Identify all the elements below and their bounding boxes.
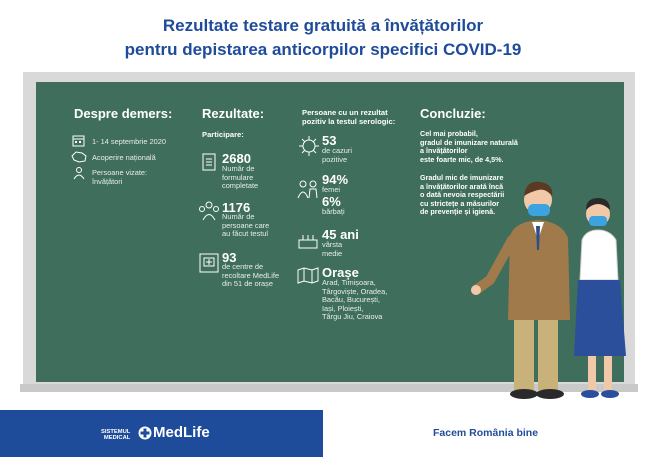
age-desc-line1: vârsta: [322, 240, 343, 249]
board-ledge: [20, 384, 638, 392]
title-line-1: Rezultate testare gratuită a învățătoril…: [162, 16, 484, 35]
women-percent: 94%: [322, 172, 349, 187]
footer-brand-area: SISTEMUL MEDICAL MedLife: [0, 410, 323, 457]
centers-desc-line1: de centre de: [222, 262, 264, 271]
centers-desc: de centre de recoltare MedLife din 51 de…: [222, 262, 280, 289]
conclusion-p1-line3: a învățătorilor: [420, 146, 468, 156]
medlife-cross-icon: [138, 426, 152, 440]
romania-map-icon: [71, 151, 87, 163]
centers-desc-line3: din 51 de orașe: [222, 279, 273, 289]
forms-desc: Număr de formulare completate: [222, 164, 259, 191]
positive-heading: Persoane cu un rezultat pozitiv la testu…: [302, 108, 395, 126]
conclusion-heading: Concluzie:: [420, 106, 486, 121]
conclusion-p2-line1: Gradul mic de imunizare: [420, 173, 504, 182]
conclusion-p2-line3: o dată nevoia respectării: [420, 190, 505, 200]
form-icon: [202, 153, 216, 171]
cities-line1: Arad, Timișoara,: [322, 278, 376, 287]
forms-desc-line2: formulare: [222, 172, 254, 182]
women-label: femei: [322, 185, 341, 194]
calendar-icon: [72, 135, 85, 147]
conclusion-paragraph-2: Gradul mic de imunizare a învățătorilor …: [420, 173, 505, 217]
participation-label: Participare:: [202, 130, 244, 139]
men-label: bărbați: [322, 207, 345, 216]
cases-desc: de cazuri pozitive: [322, 146, 352, 164]
conclusion-p2-line4: cu strictețe a măsurilor: [420, 198, 500, 208]
persons-target-line2: învățători: [92, 176, 123, 186]
brand-small-line2: MEDICAL: [103, 435, 131, 441]
positive-heading-line1: Persoane cu un rezultat: [302, 108, 388, 117]
age-desc-line2: medie: [322, 248, 343, 258]
gender-icon: [297, 180, 318, 199]
cities-list: Arad, Timișoara, Târgoviște, Oradea, Bac…: [322, 278, 388, 322]
conclusion-p1-line4: este foarte mic, de 4,5%.: [420, 154, 504, 164]
tested-desc-line3: au făcut testul: [222, 229, 269, 239]
cake-icon: [298, 235, 318, 249]
footer: SISTEMUL MEDICAL MedLife Facem România b…: [0, 410, 646, 457]
map-icon: [297, 267, 319, 284]
about-heading: Despre demers:: [74, 106, 173, 121]
cities-line2: Târgoviște, Oradea,: [322, 286, 388, 296]
tested-count: 1176: [222, 200, 251, 215]
teachers-illustration: [471, 181, 626, 399]
conclusion-p1-line1: Cel mai probabil,: [420, 129, 478, 138]
brand-small-line1: SISTEMUL: [101, 429, 131, 435]
page-title: Rezultate testare gratuită a învățătoril…: [0, 14, 646, 62]
forms-desc-line1: Număr de: [222, 164, 255, 173]
centers-count: 93: [222, 250, 237, 265]
cities-line4: Iași, Ploiești,: [322, 303, 364, 313]
cities-line3: Bacău, București,: [322, 295, 380, 305]
cases-count: 53: [322, 133, 337, 148]
person-icon: [73, 167, 85, 180]
slogan-text: Facem România bine: [433, 427, 539, 439]
tested-desc-line1: Număr de: [222, 212, 255, 221]
persons-target: Persoane vizate: învățători: [92, 168, 148, 186]
conclusion-p1-line2: gradul de imunizare naturală: [420, 137, 518, 147]
positive-heading-line2: pozitiv la testul serologic:: [302, 117, 396, 126]
teacher-man: [471, 181, 570, 399]
title-line-2: pentru depistarea anticorpilor specifici…: [124, 40, 522, 59]
conclusion-paragraph-1: Cel mai probabil, gradul de imunizare na…: [420, 129, 518, 164]
centers-desc-line2: recoltare MedLife: [222, 270, 280, 280]
conclusion-p2-line2: a învățătorilor arată încă: [420, 181, 504, 191]
coverage-text: Acoperire națională: [92, 153, 156, 162]
cases-desc-line1: de cazuri: [322, 146, 352, 155]
age-desc: vârsta medie: [322, 240, 343, 258]
age-value: 45 ani: [322, 227, 359, 242]
tested-desc-line2: persoane care: [222, 220, 270, 230]
teacher-woman: [574, 198, 626, 398]
cases-desc-line2: pozitive: [322, 154, 348, 164]
persons-target-line1: Persoane vizate:: [92, 168, 148, 177]
cities-line5: Târgu Jiu, Craiova: [322, 312, 383, 322]
virus-icon: [299, 136, 319, 156]
results-heading: Rezultate:: [202, 106, 265, 121]
date-text: 1- 14 septembrie 2020: [92, 137, 166, 146]
group-icon: [199, 201, 219, 221]
forms-desc-line3: completate: [222, 181, 259, 191]
brand-logo-text: MedLife: [153, 424, 210, 441]
brand-small-text: SISTEMUL MEDICAL: [101, 429, 130, 441]
clinic-icon: [199, 253, 219, 273]
cities-heading: Orașe: [322, 265, 359, 280]
tested-desc: Număr de persoane care au făcut testul: [222, 212, 270, 239]
men-percent: 6%: [322, 194, 341, 209]
footer-slogan-area: Facem România bine: [323, 410, 646, 457]
forms-count: 2680: [222, 151, 251, 166]
conclusion-p2-line5: de prevenție și igienă.: [420, 207, 496, 217]
